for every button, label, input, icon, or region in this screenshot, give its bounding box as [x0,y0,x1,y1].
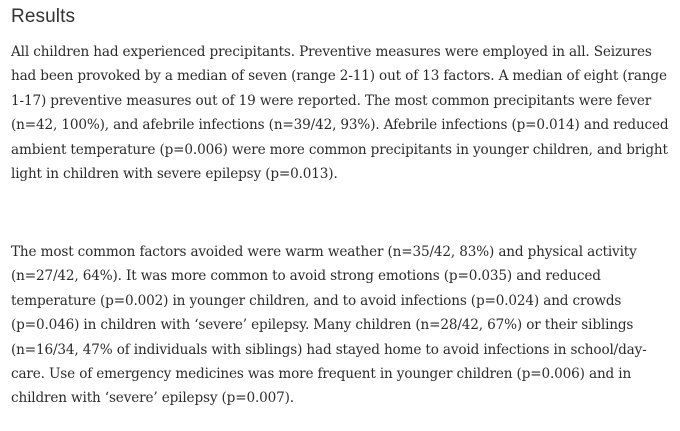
results-paragraph-avoidance: The most common factors avoided were war… [11,244,647,407]
results-paragraph-precipitants: All children had experienced precipitant… [11,44,669,183]
section-heading: Results [11,6,76,27]
